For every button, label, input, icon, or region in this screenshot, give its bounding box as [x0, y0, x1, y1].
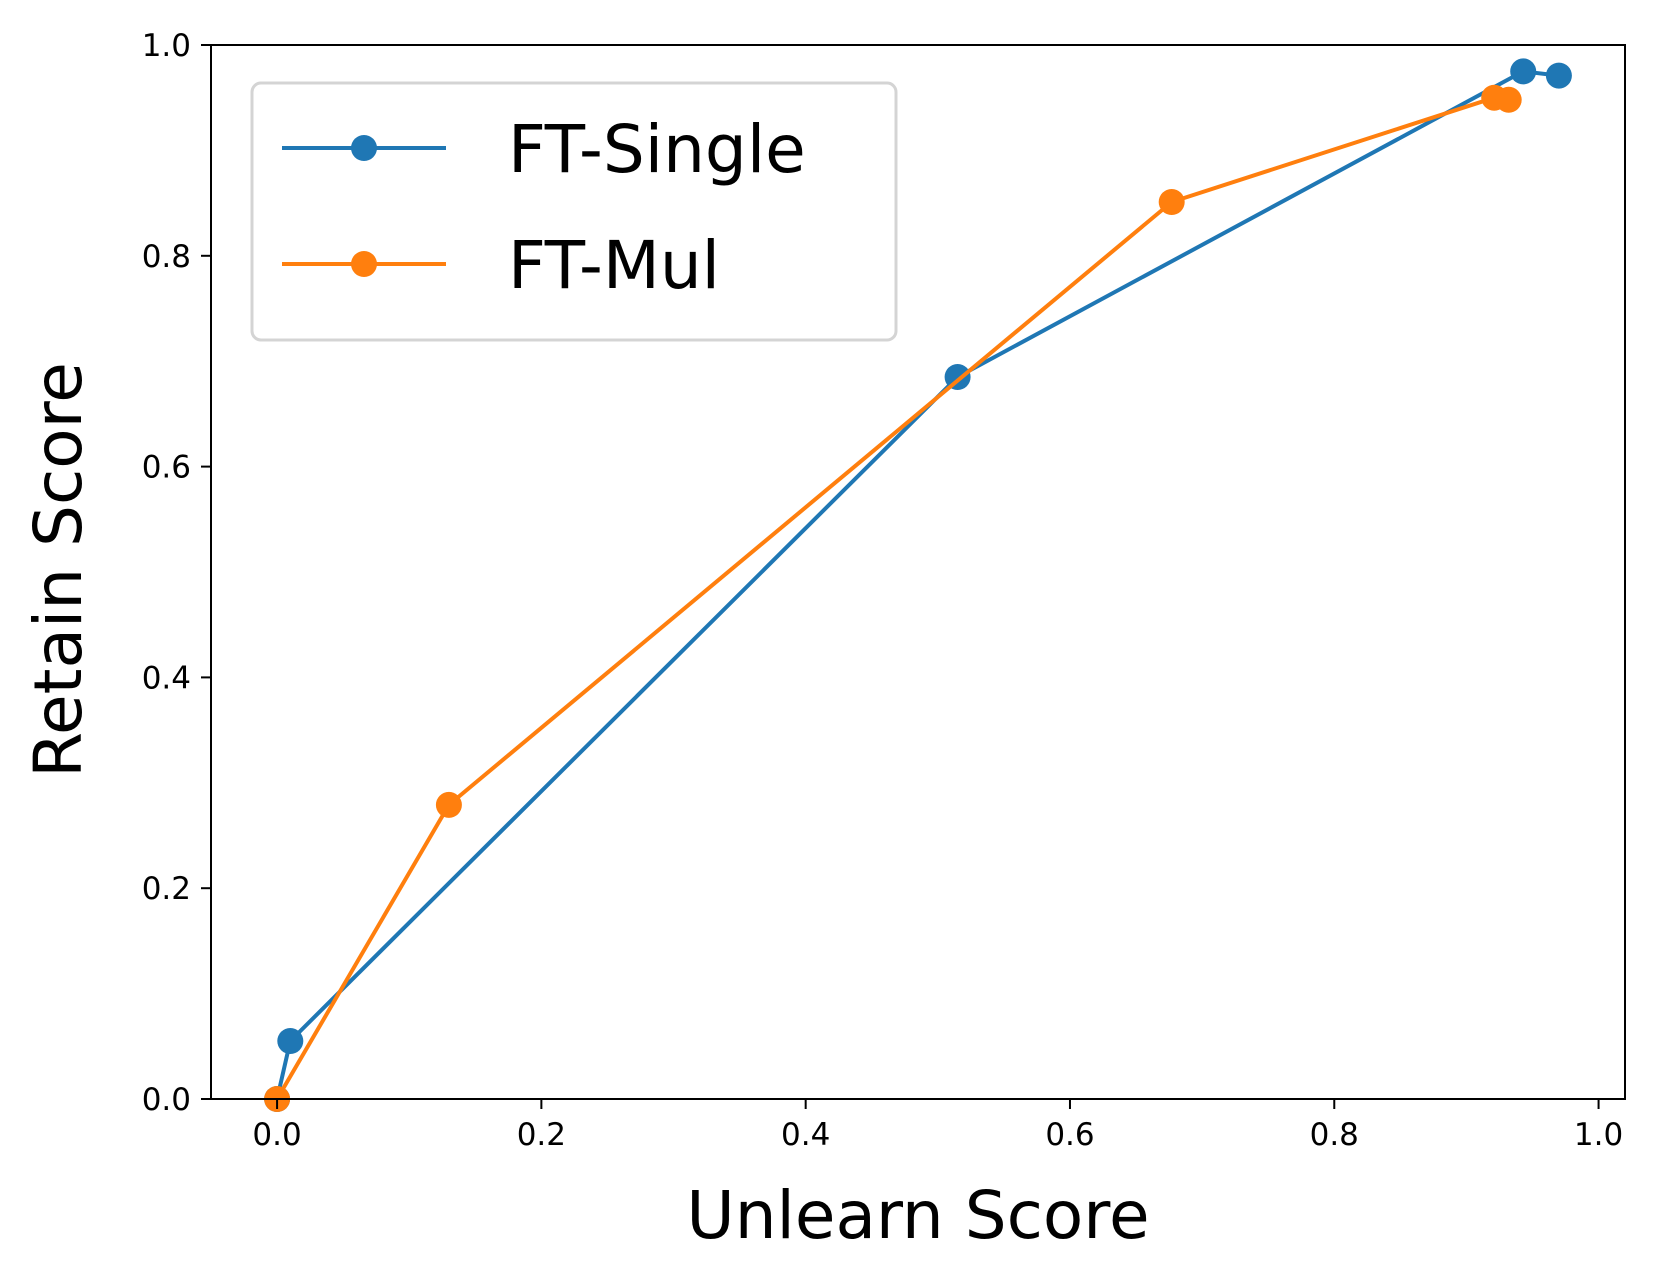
data-point-0-3 [1510, 58, 1537, 85]
x-tick-label-4: 0.8 [1310, 1117, 1359, 1153]
x-tick-label-0: 0.0 [252, 1117, 301, 1153]
axes-frame [210, 44, 1626, 1100]
y-tick-label-3: 0.6 [142, 450, 191, 486]
legend-marker-0 [351, 135, 377, 161]
data-point-1-1 [435, 791, 462, 818]
data-point-1-2 [1158, 189, 1185, 215]
x-tick-label-3: 0.6 [1045, 1117, 1094, 1153]
x-tick-label-5: 1.0 [1574, 1117, 1623, 1153]
y-tick-label-2: 0.4 [142, 660, 191, 696]
legend-marker-1 [351, 251, 377, 277]
legend: FT-Single FT-Mul [250, 81, 898, 342]
legend-label-0: FT-Single [508, 111, 806, 188]
legend-label-1: FT-Mul [508, 227, 720, 304]
y-tick-label-4: 0.8 [142, 239, 191, 275]
x-tick-label-1: 0.2 [517, 1117, 566, 1153]
y-axis-label: Retain Score [20, 362, 97, 778]
data-point-0-4 [1545, 62, 1572, 89]
axes: 0.0 0.2 0.4 0.6 0.8 1.0 0.0 0.2 0.4 0.6 0.8 1.0 [142, 28, 1626, 1153]
data-point-0-1 [277, 1028, 304, 1054]
y-tick-label-5: 1.0 [142, 28, 191, 64]
y-tick-label-1: 0.2 [142, 871, 191, 907]
y-tick-label-0: 0.0 [142, 1082, 191, 1118]
data-point-1-4 [1495, 86, 1522, 113]
x-tick-label-2: 0.4 [781, 1117, 830, 1153]
x-axis-label: Unlearn Score [686, 1177, 1149, 1254]
